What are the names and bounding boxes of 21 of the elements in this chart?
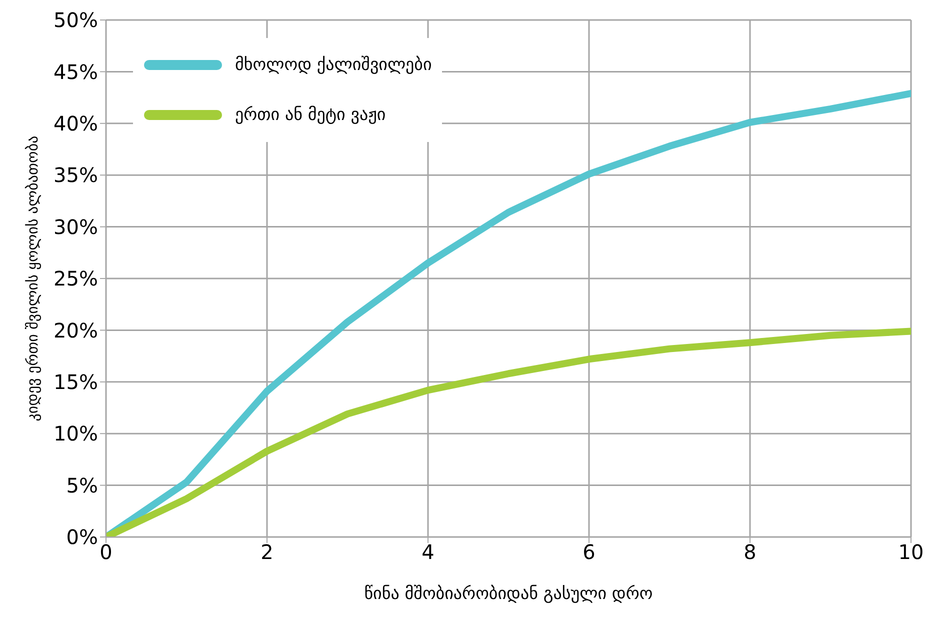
x-tick-label: 10 [898,540,924,564]
legend-label: მხოლოდ ქალიშვილები [235,55,432,75]
y-tick-label: 25% [54,266,98,291]
y-tick-label: 40% [54,112,98,136]
y-tick-label: 50% [54,8,98,32]
x-tick-label: 2 [260,540,274,564]
y-tick-label: 15% [54,370,98,394]
y-tick-label: 20% [54,318,98,342]
y-tick-label: 35% [54,163,98,188]
y-tick-label: 30% [54,214,98,239]
x-axis-title: წინა მშობიარობიდან გასული დრო [364,584,653,604]
x-tick-label: 4 [422,540,434,564]
x-tick-label: 8 [744,540,756,564]
y-tick-label: 0% [66,525,98,550]
y-tick-label: 45% [54,60,98,84]
y-tick-label: 10% [54,422,98,446]
y-axis-title: კიდევ ერთი შვილის ყოლის ალბათობა [23,136,42,422]
x-tick-label: 0 [100,540,112,564]
y-tick-label: 5% [66,473,98,498]
legend-label: ერთი ან მეტი ვაჟი [235,105,386,125]
x-tick-label: 6 [582,540,596,564]
